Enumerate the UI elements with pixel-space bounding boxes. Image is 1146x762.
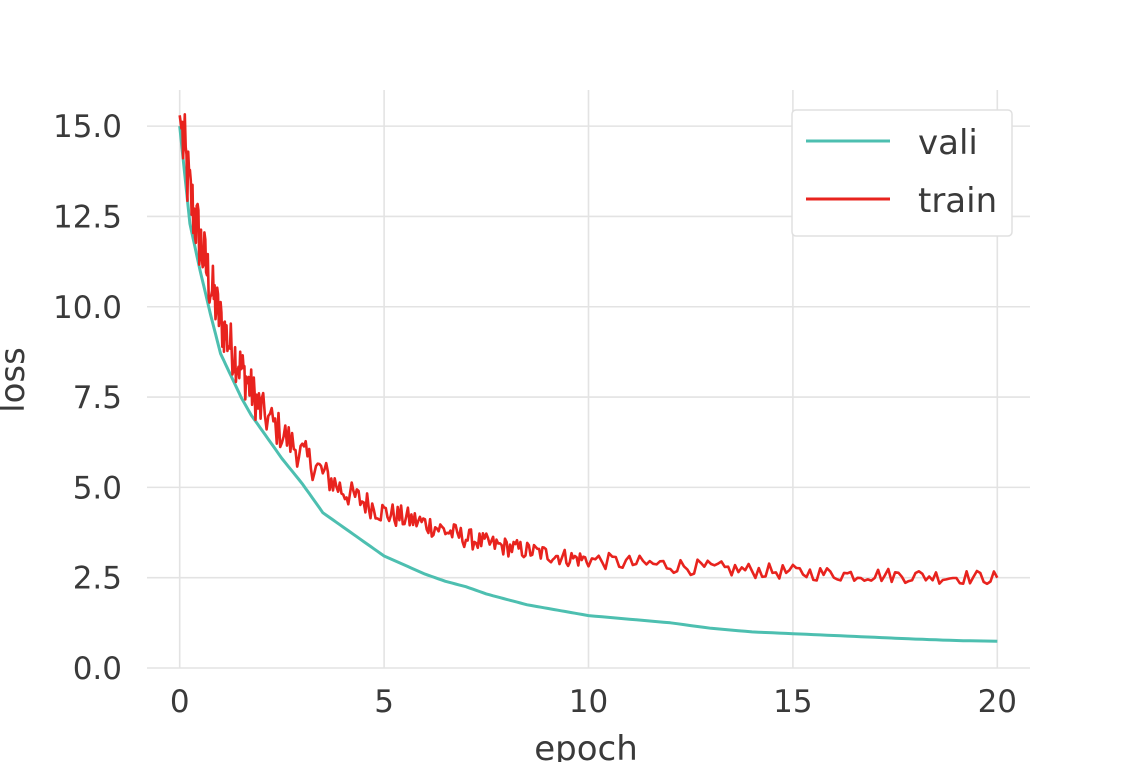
y-tick-label: 0.0 [73, 651, 122, 687]
legend-label-vali: vali [918, 123, 978, 163]
tick-labels: 0 5 10 15 20 0.0 2.5 5.0 7.5 10.0 12.5 15.0 [53, 109, 1017, 720]
grid [147, 90, 1030, 669]
series-line-vali [178, 125, 998, 643]
x-tick-label: 10 [569, 684, 608, 720]
y-tick-label: 7.5 [73, 380, 122, 416]
y-tick-label: 12.5 [53, 199, 122, 235]
series-lines [178, 113, 999, 643]
series-line-train [178, 113, 999, 586]
x-tick-label: 15 [773, 684, 812, 720]
y-tick-label: 15.0 [53, 109, 122, 145]
y-tick-label: 10.0 [53, 290, 122, 326]
y-axis-label: loss [0, 347, 33, 413]
legend-label-train: train [918, 181, 997, 221]
y-tick-label: 2.5 [73, 561, 122, 597]
x-tick-label: 5 [374, 684, 394, 720]
x-tick-label: 0 [170, 684, 190, 720]
y-tick-label: 5.0 [73, 470, 122, 506]
legend: vali train [791, 109, 1013, 237]
x-axis-label: epoch [534, 729, 638, 762]
x-tick-label: 20 [978, 684, 1017, 720]
